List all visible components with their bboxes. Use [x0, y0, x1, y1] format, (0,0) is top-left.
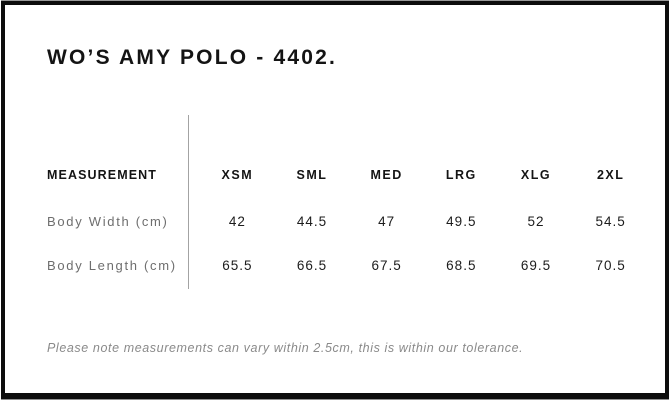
body-length-value-sml: 66.5 [296, 257, 328, 273]
tolerance-note: Please note measurements can vary within… [47, 341, 524, 355]
body-length-value-xlg: 69.5 [520, 257, 552, 273]
body-width-value-2xl: 54.5 [595, 213, 626, 229]
body-width-value-sml: 44.5 [296, 213, 328, 229]
size-column-header-xsm: XSM [221, 168, 254, 182]
body-width-value-xsm: 42 [228, 213, 246, 229]
body-length-value-med: 67.5 [371, 257, 402, 273]
row-label-body-width: Body Width (cm) [47, 213, 169, 229]
table-divider-line [188, 115, 189, 289]
body-length-value-lrg: 68.5 [446, 257, 477, 273]
body-width-value-med: 47 [378, 213, 396, 229]
page-title: WO’S AMY POLO - 4402. [47, 46, 338, 69]
size-column-header-med: MED [370, 168, 403, 182]
measurement-column-header: MEASUREMENT [47, 168, 158, 182]
body-length-value-xsm: 65.5 [222, 257, 253, 273]
body-width-value-xlg: 52 [527, 213, 545, 229]
size-column-header-xlg: XLG [520, 168, 552, 182]
body-length-value-2xl: 70.5 [595, 257, 626, 273]
size-column-header-lrg: LRG [445, 168, 477, 182]
body-width-value-lrg: 49.5 [446, 213, 477, 229]
row-label-body-length: Body Length (cm) [47, 257, 177, 273]
size-chart-table: MEASUREMENT XSM SML MED LRG XLG 2XL Body… [47, 115, 648, 307]
size-column-header-2xl: 2XL [596, 168, 625, 182]
size-column-header-sml: SML [296, 168, 328, 182]
